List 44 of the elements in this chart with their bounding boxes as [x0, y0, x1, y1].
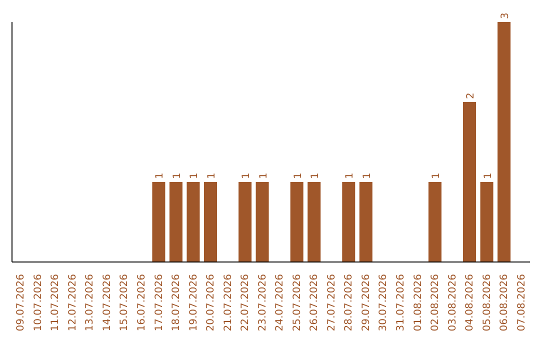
x-tick-label: 02.08.2026 [430, 274, 442, 332]
data-label: 1 [344, 172, 356, 179]
x-tick-label: 23.07.2026 [257, 274, 268, 332]
x-tick-label: 04.08.2026 [464, 274, 476, 332]
data-label: 1 [292, 172, 304, 179]
data-label: 1 [154, 172, 166, 179]
x-tick-label: 01.08.2026 [412, 274, 424, 332]
x-tick-label: 28.07.2026 [344, 274, 355, 332]
x-tick-label: 11.07.2026 [50, 274, 62, 332]
data-label: 1 [189, 172, 200, 179]
x-tick-label: 09.07.2026 [16, 274, 27, 332]
x-tick-label: 16.07.2026 [136, 274, 148, 332]
x-tick-label: 03.08.2026 [447, 274, 458, 332]
x-tick-label: 15.07.2026 [119, 274, 130, 332]
data-label: 1 [362, 172, 373, 179]
data-label: 1 [172, 172, 183, 179]
data-label: 1 [310, 172, 322, 179]
x-tick-label: 10.07.2026 [32, 274, 44, 332]
x-tick-label: 19.07.2026 [188, 274, 200, 332]
data-label: 1 [430, 172, 442, 179]
x-tick-label: 25.07.2026 [292, 274, 303, 332]
x-tick-label: 07.08.2026 [516, 274, 528, 332]
x-tick-label: 31.07.2026 [396, 274, 406, 332]
x-tick-label: 21.07.2026 [222, 274, 234, 332]
x-tick-label: 12.07.2026 [67, 274, 78, 332]
x-tick-label: 24.07.2026 [274, 274, 286, 332]
x-tick-label: 22.07.2026 [240, 274, 252, 332]
x-tick-label: 27.07.2026 [326, 274, 338, 332]
data-label: 3 [500, 12, 512, 19]
x-tick-label: 20.07.2026 [206, 274, 217, 332]
data-label: 1 [258, 172, 270, 179]
x-tick-label: 05.08.2026 [482, 274, 493, 332]
data-label: 1 [482, 172, 494, 179]
data-label: 1 [241, 172, 252, 179]
x-tick-label: 30.07.2026 [378, 274, 390, 332]
x-tick-label: 14.07.2026 [102, 274, 113, 332]
x-tick-label: 18.07.2026 [171, 274, 182, 332]
x-tick-label: 06.08.2026 [499, 274, 510, 332]
data-label: 1 [206, 172, 218, 179]
x-tick-label: 29.07.2026 [360, 274, 372, 332]
x-tick-label: 17.07.2026 [154, 274, 165, 332]
data-label: 2 [466, 92, 477, 99]
x-tick-label: 13.07.2026 [84, 274, 96, 332]
x-tick-label: 26.07.2026 [309, 274, 320, 332]
